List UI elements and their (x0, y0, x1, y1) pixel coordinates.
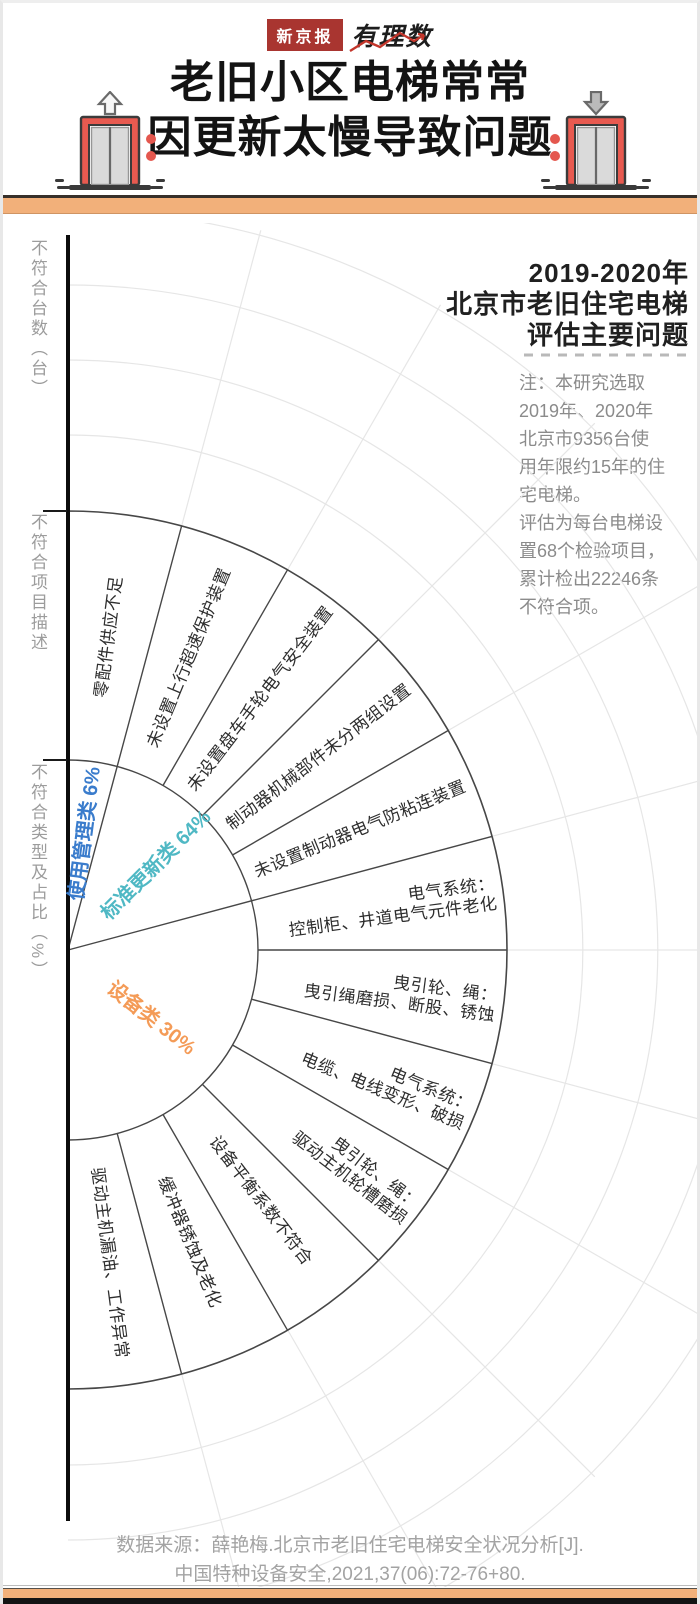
dashed-divider (524, 353, 689, 357)
data-source-line2: 中国特种设备安全,2021,37(06):72-76+80. (174, 1564, 526, 1585)
bottom-black-band (3, 1598, 697, 1604)
bottom-floor-band (3, 1588, 697, 1599)
axis-section-types: 不符合类型及占比（%） (28, 763, 47, 982)
rose-chart-canvas (43, 223, 697, 1587)
brand-logo-box: 新京报 (267, 19, 343, 51)
page-title: 老旧小区电梯常常 因更新太慢导致问题 (3, 55, 697, 165)
bottom-divider (3, 1585, 697, 1586)
grid-spokes (181, 230, 697, 1587)
elevator-buttons-right-icon (550, 134, 560, 161)
chart-title-line3: 评估主要问题 (526, 320, 689, 350)
data-source: 数据来源：薛艳梅.北京市老旧住宅电梯安全状况分析[J]. 中国特种设备安全,20… (3, 1531, 697, 1589)
wedge-boundaries (67, 525, 507, 1375)
axis-section-units: 不符合台数（台） (28, 239, 47, 399)
chart-title-line1: 2019-2020年 (528, 258, 689, 288)
brand-logo-script-text: 有理数 (351, 23, 433, 51)
trend-line-icon (348, 31, 425, 53)
axis-section-items: 不符合项目描述 (28, 513, 47, 653)
chart-title-line2: 北京市老旧住宅电梯 (445, 289, 689, 319)
page-title-line2: 因更新太慢导致问题 (147, 113, 553, 162)
axis-ticks (43, 510, 67, 761)
elevator-up-icon (55, 91, 165, 190)
brand-header: 新京报 有理数 (3, 17, 697, 53)
elevator-down-icon (541, 91, 651, 190)
data-source-line1: 数据来源：薛艳梅.北京市老旧住宅电梯安全状况分析[J]. (116, 1535, 584, 1556)
elevator-buttons-left-icon (146, 134, 156, 161)
floor-band (3, 195, 697, 214)
page-title-line1: 老旧小区电梯常常 (170, 58, 530, 107)
chart-title: 2019-2020年 北京市老旧住宅电梯 评估主要问题 (446, 258, 689, 351)
brand-logo-script: 有理数 (348, 17, 433, 53)
